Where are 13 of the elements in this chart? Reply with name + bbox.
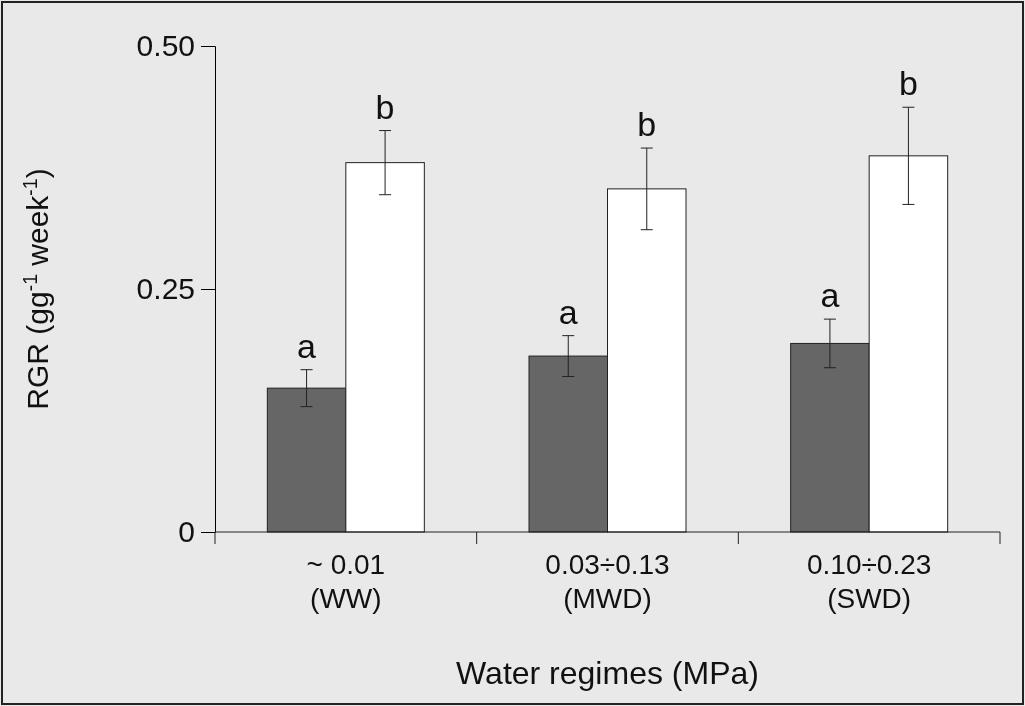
y-tick-label: 0 (178, 515, 195, 549)
annotation: b (375, 87, 395, 126)
x-tick-label: 0.03÷0.13 (MWD) (545, 549, 670, 614)
annotation: a (558, 292, 578, 331)
x-tick-label: 0.10÷0.23 (SWD) (806, 549, 932, 614)
annotation: a (297, 326, 317, 365)
annotation: a (820, 276, 840, 315)
y-tick-label: 0.50 (136, 29, 195, 63)
x-tick-label: ~ 0.01 (WW) (306, 549, 386, 614)
annotation: b (637, 105, 657, 144)
annotation: b (898, 64, 918, 103)
y-tick-label: 0.25 (136, 272, 195, 306)
x-axis-title: Water regimes (MPa) (456, 655, 759, 691)
